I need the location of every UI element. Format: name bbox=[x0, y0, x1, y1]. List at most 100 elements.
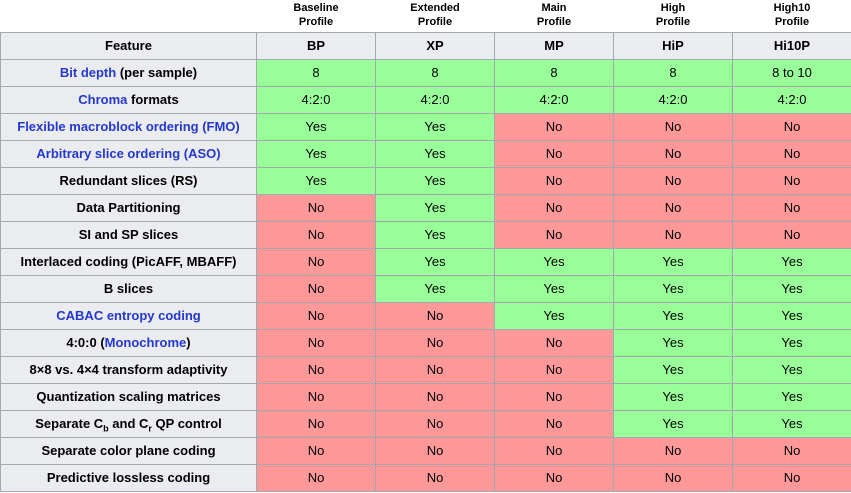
value-cell-no: No bbox=[732, 112, 851, 141]
value-cell-yes: Yes bbox=[613, 409, 733, 438]
column-header-bp: BP bbox=[256, 31, 376, 60]
feature-label: Arbitrary slice ordering (ASO) bbox=[0, 139, 257, 168]
value-cell-no: No bbox=[732, 463, 851, 492]
value-cell-no: No bbox=[494, 382, 614, 411]
feature-label: SI and SP slices bbox=[0, 220, 257, 249]
wiki-link[interactable]: Flexible macroblock ordering (FMO) bbox=[17, 119, 240, 134]
value-cell-no: No bbox=[613, 112, 733, 141]
feature-text: and C bbox=[108, 416, 149, 431]
value-cell-yes: Yes bbox=[613, 382, 733, 411]
profile-caption-xp: Extended Profile bbox=[375, 0, 495, 32]
feature-text: 4:0:0 ( bbox=[66, 335, 105, 350]
wiki-link[interactable]: CABAC entropy coding bbox=[56, 308, 201, 323]
value-cell-no: No bbox=[613, 220, 733, 249]
table-row: Arbitrary slice ordering (ASO) Yes Yes No No… bbox=[0, 139, 851, 168]
table-row: Quantization scaling matrices No No No Yes Ye… bbox=[0, 382, 851, 411]
value-cell-no: No bbox=[494, 112, 614, 141]
value-cell-no: No bbox=[375, 355, 495, 384]
table-row: Redundant slices (RS) Yes Yes No No No bbox=[0, 166, 851, 195]
value-cell-no: No bbox=[375, 436, 495, 465]
value-cell-yes: 4:2:0 bbox=[256, 85, 376, 114]
value-cell-no: No bbox=[256, 409, 376, 438]
subscript-text: r bbox=[148, 423, 152, 434]
column-header-row: Feature BP XP MP HiP Hi10P bbox=[0, 31, 851, 60]
column-header-mp: MP bbox=[494, 31, 614, 60]
value-cell-no: No bbox=[375, 301, 495, 330]
table-row: Data Partitioning No Yes No No No bbox=[0, 193, 851, 222]
feature-text: Data Partitioning bbox=[76, 200, 181, 215]
value-cell-no: No bbox=[494, 463, 614, 492]
feature-text: Redundant slices (RS) bbox=[59, 173, 198, 188]
feature-text: Quantization scaling matrices bbox=[36, 389, 221, 404]
value-cell-no: No bbox=[613, 436, 733, 465]
value-cell-yes: Yes bbox=[494, 274, 614, 303]
feature-label: Bit depth (per sample) bbox=[0, 58, 257, 87]
value-cell-yes: Yes bbox=[256, 139, 376, 168]
value-cell-no: No bbox=[256, 274, 376, 303]
feature-label: Separate Cb and Cr QP control bbox=[0, 409, 257, 438]
value-cell-no: No bbox=[613, 139, 733, 168]
feature-text: QP control bbox=[151, 416, 222, 431]
value-cell-yes: Yes bbox=[256, 112, 376, 141]
value-cell-yes: 8 bbox=[613, 58, 733, 87]
feature-label: 4:0:0 (Monochrome) bbox=[0, 328, 257, 357]
value-cell-no: No bbox=[256, 355, 376, 384]
feature-text: (per sample) bbox=[116, 65, 198, 80]
profile-caption-mp: Main Profile bbox=[494, 0, 614, 32]
value-cell-no: No bbox=[494, 193, 614, 222]
feature-text: ) bbox=[186, 335, 191, 350]
wiki-link[interactable]: Arbitrary slice ordering (ASO) bbox=[36, 146, 221, 161]
wiki-link[interactable]: Monochrome bbox=[104, 335, 187, 350]
feature-label: Flexible macroblock ordering (FMO) bbox=[0, 112, 257, 141]
value-cell-yes: Yes bbox=[256, 166, 376, 195]
table-row: Chroma formats 4:2:0 4:2:0 4:2:0 4:2:0 4:2:0 bbox=[0, 85, 851, 114]
value-cell-no: No bbox=[256, 247, 376, 276]
value-cell-yes: Yes bbox=[613, 274, 733, 303]
caption-spacer bbox=[0, 0, 257, 32]
feature-label: Data Partitioning bbox=[0, 193, 257, 222]
profile-caption-row: Baseline Profile Extended Profile Main Pro… bbox=[0, 0, 851, 32]
feature-label: Separate color plane coding bbox=[0, 436, 257, 465]
table-row: Predictive lossless coding No No No No No bbox=[0, 463, 851, 492]
profile-caption-bp: Baseline Profile bbox=[256, 0, 376, 32]
value-cell-no: No bbox=[256, 436, 376, 465]
feature-label: Interlaced coding (PicAFF, MBAFF) bbox=[0, 247, 257, 276]
value-cell-yes: Yes bbox=[732, 247, 851, 276]
value-cell-no: No bbox=[375, 409, 495, 438]
value-cell-yes: Yes bbox=[375, 139, 495, 168]
value-cell-yes: Yes bbox=[375, 193, 495, 222]
value-cell-yes: 4:2:0 bbox=[732, 85, 851, 114]
value-cell-no: No bbox=[494, 355, 614, 384]
feature-text: Predictive lossless coding bbox=[46, 470, 211, 485]
table-row: SI and SP slices No Yes No No No bbox=[0, 220, 851, 249]
feature-label: Redundant slices (RS) bbox=[0, 166, 257, 195]
value-cell-no: No bbox=[732, 436, 851, 465]
value-cell-no: No bbox=[256, 463, 376, 492]
value-cell-no: No bbox=[732, 139, 851, 168]
value-cell-yes: 8 bbox=[494, 58, 614, 87]
value-cell-no: No bbox=[494, 166, 614, 195]
value-cell-yes: Yes bbox=[732, 355, 851, 384]
value-cell-no: No bbox=[613, 463, 733, 492]
value-cell-no: No bbox=[256, 301, 376, 330]
value-cell-no: No bbox=[256, 220, 376, 249]
value-cell-yes: Yes bbox=[375, 166, 495, 195]
value-cell-no: No bbox=[256, 328, 376, 357]
value-cell-yes: Yes bbox=[613, 301, 733, 330]
value-cell-yes: Yes bbox=[732, 274, 851, 303]
table-body: Bit depth (per sample) 8 8 8 8 8 to 10 Chroma … bbox=[0, 58, 851, 492]
column-header-feature: Feature bbox=[0, 31, 257, 60]
table-row: 4:0:0 (Monochrome) No No No Yes Yes bbox=[0, 328, 851, 357]
feature-text: SI and SP slices bbox=[78, 227, 179, 242]
feature-label: Predictive lossless coding bbox=[0, 463, 257, 492]
value-cell-no: No bbox=[494, 139, 614, 168]
value-cell-yes: Yes bbox=[732, 382, 851, 411]
value-cell-yes: Yes bbox=[494, 301, 614, 330]
table-row: Bit depth (per sample) 8 8 8 8 8 to 10 bbox=[0, 58, 851, 87]
column-header-hip: HiP bbox=[613, 31, 733, 60]
value-cell-no: No bbox=[256, 382, 376, 411]
feature-label: CABAC entropy coding bbox=[0, 301, 257, 330]
feature-label: Chroma formats bbox=[0, 85, 257, 114]
wiki-link[interactable]: Bit depth bbox=[59, 65, 117, 80]
wiki-link[interactable]: Chroma bbox=[78, 92, 128, 107]
